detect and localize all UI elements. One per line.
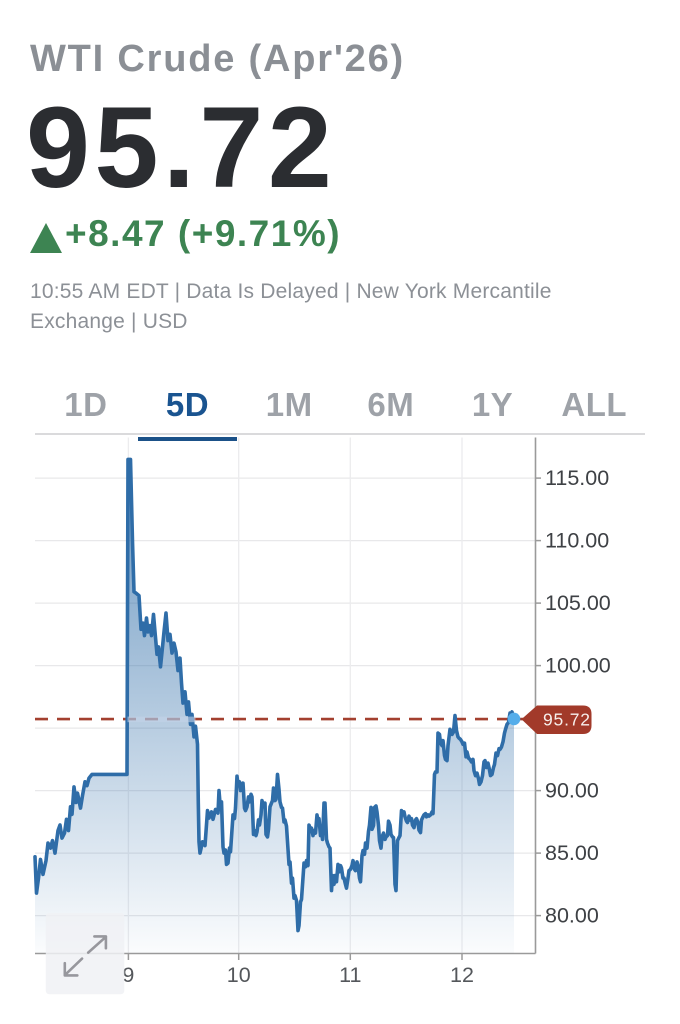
svg-text:11: 11 [339,963,361,987]
svg-text:9: 9 [122,963,134,987]
svg-text:115.00: 115.00 [545,466,609,490]
svg-text:80.00: 80.00 [545,904,599,928]
svg-text:10: 10 [227,963,251,987]
svg-text:110.00: 110.00 [545,529,609,553]
svg-text:105.00: 105.00 [545,591,611,615]
svg-text:100.00: 100.00 [545,654,611,678]
svg-text:12: 12 [450,963,474,987]
svg-text:95.72: 95.72 [543,710,591,730]
svg-text:85.00: 85.00 [545,841,599,865]
svg-text:90.00: 90.00 [545,779,599,803]
